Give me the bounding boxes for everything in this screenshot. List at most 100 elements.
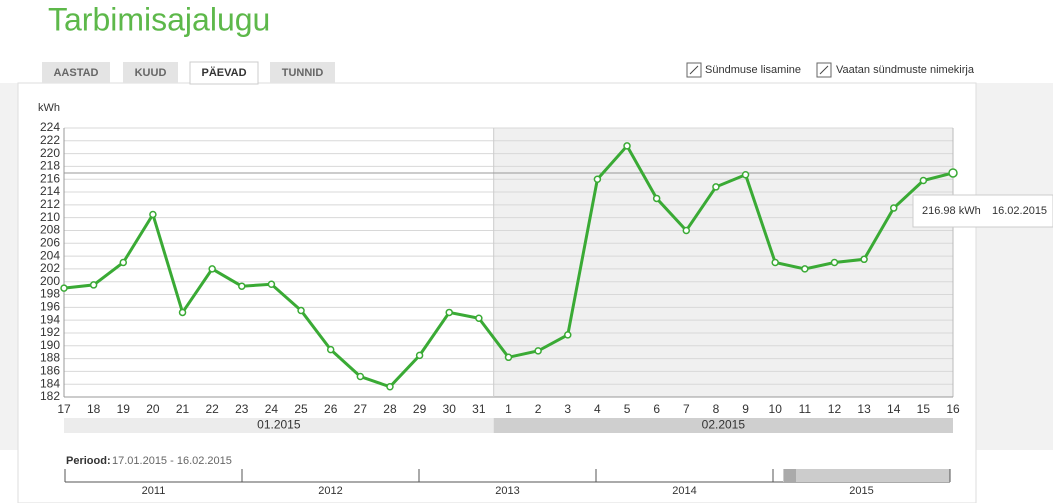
x-tick-label: 6 — [653, 402, 660, 416]
point[interactable] — [593, 175, 602, 183]
y-tick-label: 196 — [40, 300, 60, 314]
x-tick-label: 13 — [857, 402, 871, 416]
y-tick-label: 206 — [40, 235, 60, 249]
point[interactable] — [445, 308, 453, 317]
point[interactable] — [267, 280, 276, 289]
action-link[interactable]: Vaatan sündmuste nimekirja — [836, 64, 975, 76]
point[interactable] — [919, 176, 928, 185]
point[interactable] — [208, 265, 216, 273]
x-tick-label: 14 — [887, 402, 901, 416]
tooltip-value: 216.98 kWh — [922, 205, 981, 217]
point[interactable] — [119, 258, 128, 267]
point[interactable] — [564, 331, 572, 339]
x-tick-label: 10 — [769, 402, 783, 416]
action-icon-mark[interactable] — [689, 65, 699, 75]
point[interactable] — [326, 345, 335, 354]
tab[interactable] — [189, 61, 259, 85]
point[interactable] — [89, 281, 98, 289]
x-tick-label: 12 — [828, 402, 842, 416]
x-tick-label: 22 — [205, 402, 219, 416]
x-tick-label: 23 — [235, 402, 249, 416]
tab-label[interactable]: AASTAD — [53, 67, 98, 79]
x-tick-label: 15 — [917, 402, 931, 416]
period-label: Periood: — [66, 455, 111, 467]
y-tick-label: 202 — [40, 261, 60, 275]
timeline-year: 2015 — [849, 485, 873, 497]
x-tick-label: 30 — [443, 402, 457, 416]
point[interactable] — [60, 284, 68, 292]
y-tick-label: 184 — [40, 376, 60, 390]
point[interactable] — [682, 226, 691, 235]
y-tick-label: 212 — [40, 197, 60, 211]
y-tick-label: 204 — [40, 248, 60, 262]
x-tick-label: 21 — [176, 402, 190, 416]
y-tick-label: 186 — [40, 364, 60, 378]
action-link[interactable]: Sündmuse lisamine — [705, 64, 801, 76]
x-tick-label: 9 — [742, 402, 749, 416]
point[interactable] — [771, 258, 779, 267]
month-label: 02.2015 — [702, 418, 746, 432]
point[interactable] — [149, 210, 157, 219]
point[interactable] — [178, 308, 187, 317]
point[interactable] — [534, 347, 542, 355]
y-tick-label: 216 — [40, 171, 60, 185]
point[interactable] — [830, 258, 839, 267]
timeline-year: 2013 — [495, 485, 519, 497]
tab-label[interactable]: TUNNID — [282, 67, 324, 79]
x-tick-label: 31 — [472, 402, 486, 416]
point[interactable] — [652, 194, 661, 203]
x-tick-label: 27 — [354, 402, 368, 416]
shaded-range — [494, 128, 953, 397]
tab-label[interactable]: KUUD — [135, 67, 167, 79]
x-tick-label: 26 — [324, 402, 338, 416]
point[interactable] — [297, 306, 305, 315]
tab-label[interactable]: PÄEVAD — [201, 66, 246, 79]
point[interactable] — [801, 265, 809, 273]
month-label: 01.2015 — [257, 418, 301, 432]
timeline-year: 2012 — [318, 485, 342, 497]
timeline-year: 2014 — [672, 485, 696, 497]
month-band — [493, 418, 953, 433]
point[interactable] — [475, 314, 483, 322]
y-tick-label: 192 — [40, 325, 60, 339]
action-icon-mark[interactable] — [819, 65, 829, 75]
x-tick-label: 20 — [146, 402, 160, 416]
y-tick-label: 220 — [40, 146, 60, 160]
tab[interactable] — [42, 62, 110, 83]
point[interactable] — [386, 383, 394, 391]
y-tick-label: 190 — [40, 338, 60, 352]
y-tick-label: 222 — [40, 133, 60, 147]
x-tick-label: 18 — [87, 402, 101, 416]
point[interactable] — [741, 171, 750, 179]
tooltip-date: 16.02.2015 — [992, 205, 1047, 217]
point[interactable] — [504, 353, 513, 362]
scroller[interactable] — [783, 469, 950, 482]
month-band — [64, 418, 494, 433]
x-tick-label: 2 — [535, 402, 542, 416]
x-tick-label: 1 — [505, 402, 512, 416]
period-value: 17.01.2015 - 16.02.2015 — [112, 455, 232, 467]
y-tick-label: 210 — [40, 210, 60, 224]
point[interactable] — [712, 183, 720, 191]
x-tick-label: 17 — [57, 402, 71, 416]
y-tick-label: 224 — [40, 120, 60, 134]
x-tick-label: 25 — [294, 402, 308, 416]
y-axis-label: kWh — [38, 102, 60, 114]
tab[interactable] — [123, 62, 178, 83]
x-tick-label: 24 — [265, 402, 279, 416]
point[interactable] — [415, 351, 424, 360]
x-tick-label: 16 — [946, 402, 960, 416]
point[interactable] — [860, 255, 868, 264]
point[interactable] — [889, 204, 898, 212]
point[interactable] — [356, 372, 365, 381]
y-tick-label: 198 — [40, 287, 60, 301]
point[interactable] — [238, 282, 246, 290]
tab[interactable] — [270, 62, 335, 83]
scroller-handle[interactable] — [784, 469, 796, 482]
x-tick-label: 4 — [594, 402, 601, 416]
y-tick-label: 214 — [40, 184, 60, 198]
point[interactable] — [623, 142, 631, 150]
point[interactable] — [948, 168, 958, 178]
x-tick-label: 29 — [413, 402, 427, 416]
